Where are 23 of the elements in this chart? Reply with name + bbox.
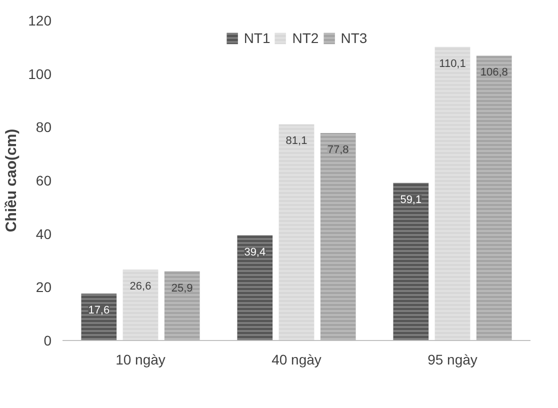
legend-label: NT2: [292, 30, 319, 46]
data-label: 106,8: [480, 66, 508, 79]
data-label: 59,1: [400, 194, 422, 206]
data-label: 81,1: [286, 135, 308, 148]
data-label: 26,6: [130, 280, 152, 293]
y-tick-label: 20: [36, 279, 52, 296]
y-tick-label: 120: [28, 12, 52, 28]
y-axis-title: Chiều cao(cm): [3, 128, 20, 232]
data-label: 39,4: [244, 246, 266, 258]
x-tick-label: 10 ngày: [116, 352, 166, 368]
x-tick-label: 40 ngày: [272, 352, 322, 368]
legend-label: NT3: [340, 30, 368, 46]
y-tick-label: 100: [28, 66, 52, 82]
data-label: 110,1: [439, 58, 466, 70]
data-label: 77,8: [327, 144, 349, 156]
data-label: 17,6: [88, 304, 110, 317]
x-tick-label: 95 ngày: [428, 352, 478, 368]
y-tick-label: 60: [36, 172, 52, 188]
y-tick-label: 40: [36, 226, 52, 242]
data-label: 25,9: [171, 282, 193, 294]
legend-label: NT1: [244, 30, 270, 46]
y-tick-label: 80: [36, 119, 52, 136]
y-tick-label: 0: [44, 332, 52, 348]
